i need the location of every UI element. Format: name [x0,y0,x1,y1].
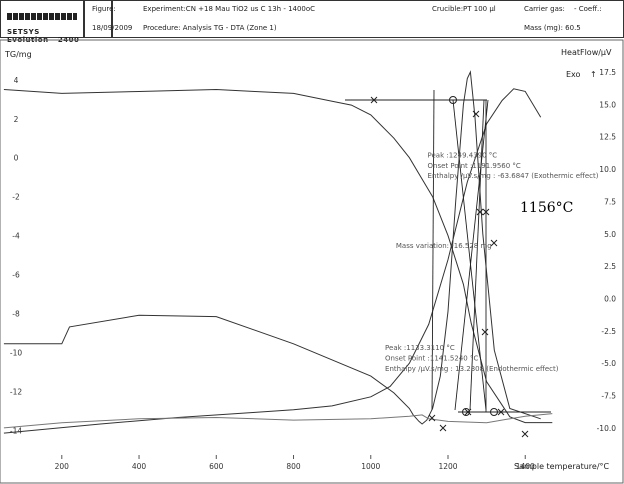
y-right-tick-label: -10.0 [597,424,617,433]
analysis-point-marker [481,328,489,336]
analysis-point-marker [521,430,529,438]
x-tick-label: 1200 [438,462,457,471]
x-tick-label: 400 [132,462,147,471]
x-tick-label: 1000 [361,462,380,471]
analysis-point-marker [497,408,505,416]
y-left-tick-label: 4 [14,76,19,85]
analysis-point-marker [472,110,480,118]
temperature-callout: 1156°C [520,200,573,216]
x-tick-label: 800 [286,462,301,471]
y-right-tick-label: -7.5 [601,392,616,401]
x-tick-label: 1400 [516,462,535,471]
mass-text: Mass (mg): 60.5 [524,24,581,32]
experiment-text: Experiment:CN +18 Mau TiO2 us C 13h - 14… [143,5,316,13]
construction-line [452,99,487,411]
analysis-point-marker [482,208,490,216]
series-curve [3,88,553,424]
carrier-gas-text: Carrier gas: [524,5,565,13]
y-right-tick-label: 0.0 [604,294,616,303]
data-curves [3,70,553,434]
x-tick-label: 200 [55,462,70,471]
annotation-text: Peak :1133.3110 °C [385,344,455,352]
y-right-tick-label: 5.0 [604,230,616,239]
figure-label: Figure: [92,5,116,13]
annotation-text: Enthalpy /µV.s/mg : 13.2308 (Endothermic… [385,365,559,373]
y-left-axis-label: TG/mg [4,50,32,59]
analysis-point-marker [476,208,484,216]
crucible-text: Crucible:PT 100 µl [432,5,496,13]
y-left-tick-label: 0 [14,154,19,163]
analysis-construction-lines [345,89,551,438]
y-right-tick-label: 15.0 [599,100,616,109]
y-left-tick-label: -6 [12,271,20,280]
onset-circle-marker [490,408,498,416]
date-text: 18/09/2009 [92,24,133,32]
annotation-text: Onset Point :1141.5240 °C [385,355,478,363]
y-left-tick-label: -2 [12,193,20,202]
y-right-tick-label: 2.5 [604,262,616,271]
x-tick-label: 600 [209,462,224,471]
annotation-text: Enthalpy /µV.s/mg : -63.6847 (Exothermic… [428,172,599,180]
analysis-point-marker [370,96,378,104]
y-left-tick-label: -8 [12,310,20,319]
x-axis-label: Sample temperature/°C [514,462,610,471]
analysis-point-marker [428,414,436,422]
y-right-axis-label: HeatFlow/µV [561,48,612,57]
peak-annotations: Peak :1249.4390 °C Onset Point :1191.9560… [385,151,599,373]
axis-ticks: 200 400 600 800 1000 1200 1400 4 2 0 -2 -4 -6 -8 -10 -1… [10,68,616,471]
annotation-text: Onset Point :1191.9560 °C [428,162,521,170]
construction-line [469,99,485,411]
setaram-logo [7,13,77,20]
procedure-text: Procedure: Analysis TG - DTA (Zone 1) [143,24,277,32]
analysis-point-marker [490,239,498,247]
series-curve [3,413,553,429]
coeff-text: - Coeff.: [574,5,602,13]
plot-frame [0,39,624,484]
y-right-tick-label: 17.5 [599,68,616,77]
exo-label: Exo [566,70,581,79]
y-left-tick-label: -12 [10,387,22,396]
onset-circle-marker [449,96,457,104]
figure-box [84,0,112,38]
y-right-tick-label: -5.0 [601,359,616,368]
series-curve [3,70,541,425]
y-left-tick-label: -14 [10,426,22,435]
y-right-tick-label: 7.5 [604,197,616,206]
analysis-point-marker [439,424,447,432]
construction-line [454,99,489,411]
y-left-tick-label: -10 [10,349,22,358]
series-curve [3,88,542,434]
y-right-tick-label: -2.5 [601,327,616,336]
y-left-tick-label: 2 [14,115,19,124]
annotation-text: Peak :1249.4390 °C [428,151,498,159]
analysis-point-marker [464,408,472,416]
onset-circle-marker [462,408,470,416]
y-left-tick-label: -4 [12,232,20,241]
exo-arrow-icon: ↑ [590,70,597,79]
annotation-text: Mass variation: -16.528 mg [396,242,492,250]
construction-line [431,89,435,411]
y-right-tick-label: 12.5 [599,133,616,142]
y-right-tick-label: 10.0 [599,165,616,174]
